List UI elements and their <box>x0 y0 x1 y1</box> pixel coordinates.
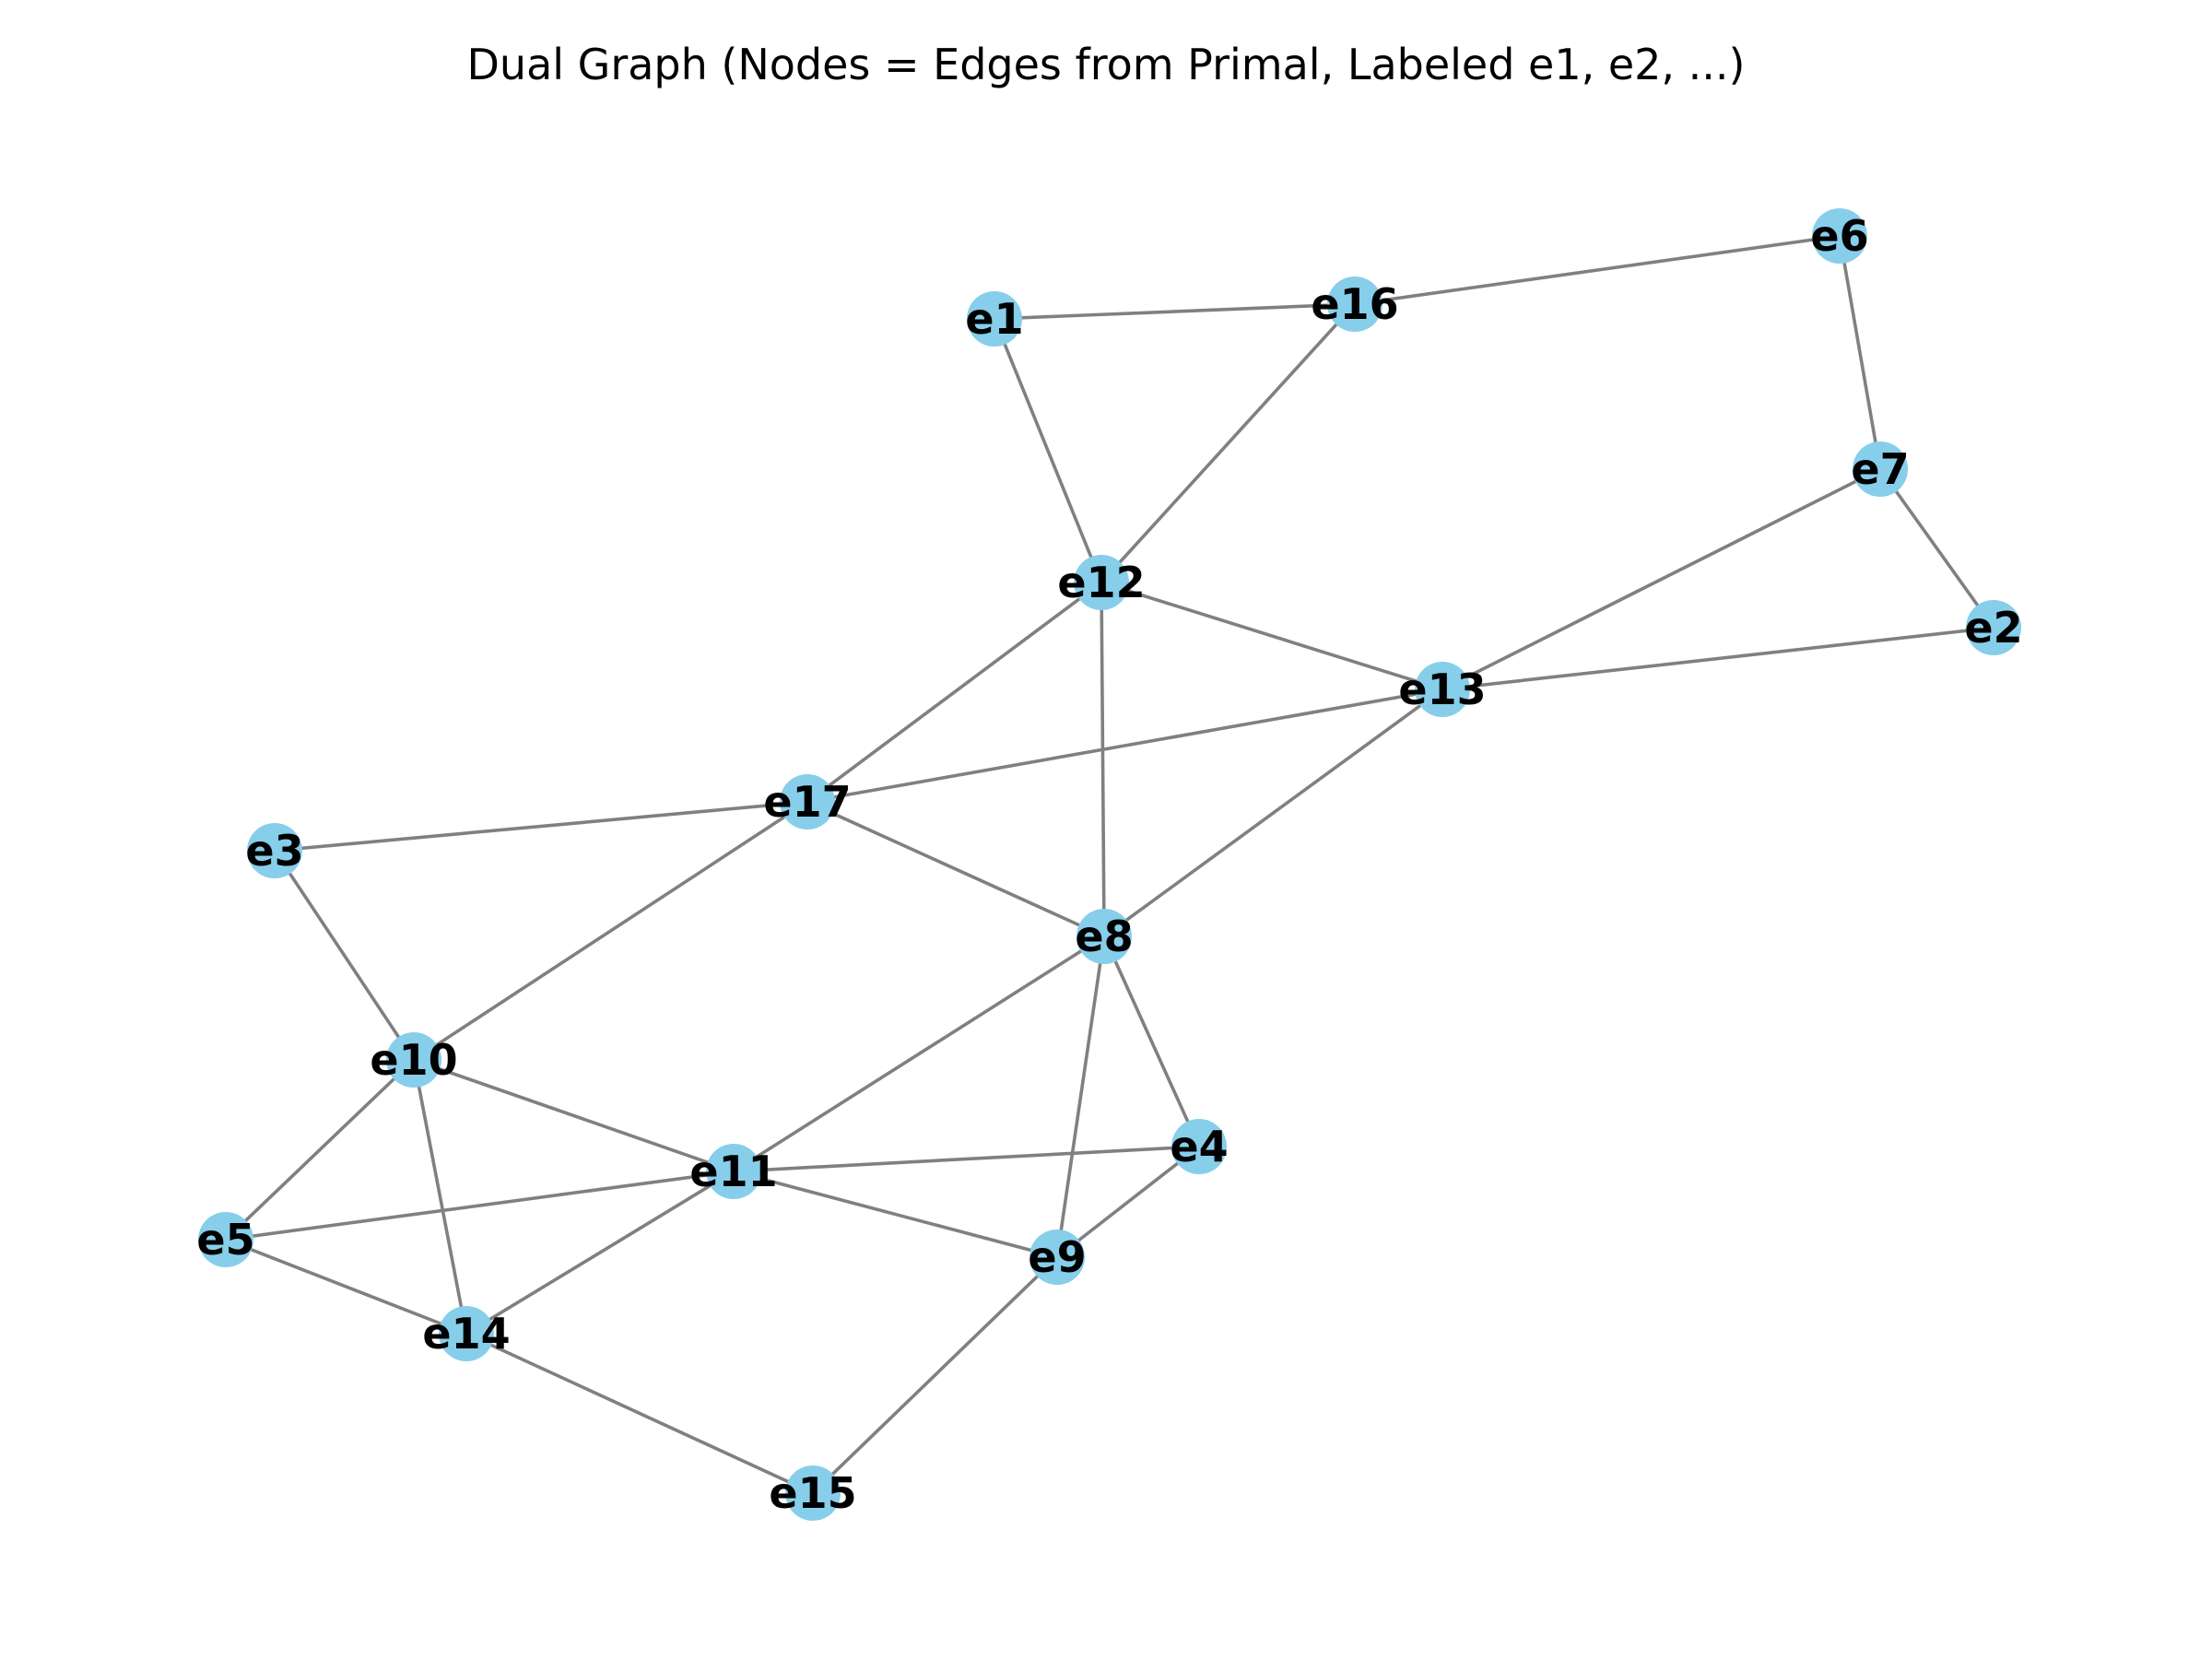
edge-e12-e8 <box>1100 582 1106 937</box>
edge-e8-e9 <box>1055 935 1106 1258</box>
node-e1: e1 <box>965 291 1024 347</box>
node-label-e8: e8 <box>1075 912 1133 961</box>
edges-layer <box>224 234 1995 1495</box>
node-circle-e8 <box>1077 909 1132 964</box>
node-label-e14: e14 <box>422 1309 510 1359</box>
node-e9: e9 <box>1028 1230 1087 1285</box>
edge-e16-e6 <box>1354 234 1841 306</box>
node-circle-e4 <box>1171 1119 1227 1174</box>
node-e12: e12 <box>1057 555 1146 610</box>
edge-e10-e5 <box>224 1058 416 1241</box>
node-circle-e11 <box>706 1144 761 1199</box>
edge-e8-e11 <box>733 935 1105 1173</box>
node-circle-e16 <box>1327 276 1382 332</box>
edge-e4-e9 <box>1055 1145 1201 1259</box>
node-label-e5: e5 <box>196 1215 254 1265</box>
edge-e10-e14 <box>412 1059 468 1335</box>
node-label-e9: e9 <box>1028 1232 1086 1282</box>
edge-e14-e15 <box>465 1332 814 1495</box>
edge-e17-e8 <box>806 800 1105 938</box>
node-e13: e13 <box>1398 662 1487 717</box>
node-label-e13: e13 <box>1398 665 1486 714</box>
node-e11: e11 <box>689 1144 778 1199</box>
node-label-e12: e12 <box>1057 558 1145 607</box>
node-e16: e16 <box>1311 276 1399 332</box>
edge-e16-e12 <box>1100 302 1357 584</box>
node-label-e7: e7 <box>1851 444 1909 494</box>
node-label-e1: e1 <box>965 294 1023 344</box>
edge-e11-e14 <box>465 1170 735 1335</box>
node-e5: e5 <box>196 1212 255 1267</box>
node-e8: e8 <box>1075 909 1134 964</box>
edge-e6-e7 <box>1838 235 1882 470</box>
edge-e5-e14 <box>225 1238 467 1335</box>
node-label-e2: e2 <box>1964 603 2022 653</box>
node-label-e17: e17 <box>763 777 851 827</box>
edge-e1-e12 <box>993 318 1103 583</box>
node-circle-e14 <box>439 1306 494 1361</box>
edge-e7-e2 <box>1878 467 1995 629</box>
edge-e1-e16 <box>994 302 1356 321</box>
edge-e11-e9 <box>733 1170 1058 1259</box>
edge-e17-e3 <box>274 800 808 853</box>
edge-e11-e4 <box>733 1145 1200 1173</box>
edge-e11-e5 <box>225 1170 735 1241</box>
edge-e12-e13 <box>1100 581 1443 691</box>
edge-e8-e4 <box>1102 935 1201 1147</box>
figure-title: Dual Graph (Nodes = Edges from Primal, L… <box>467 40 1746 89</box>
node-label-e11: e11 <box>689 1147 777 1196</box>
edge-e3-e10 <box>273 850 416 1061</box>
node-circle-e5 <box>198 1212 253 1267</box>
edge-e13-e2 <box>1441 626 1994 691</box>
node-circle-e17 <box>780 774 835 830</box>
node-circle-e10 <box>386 1032 441 1088</box>
node-e6: e6 <box>1810 208 1869 264</box>
node-label-e15: e15 <box>769 1468 856 1518</box>
node-e15: e15 <box>769 1465 857 1521</box>
edge-e12-e17 <box>806 581 1103 804</box>
node-e4: e4 <box>1170 1119 1229 1174</box>
node-label-e4: e4 <box>1170 1122 1228 1171</box>
node-e2: e2 <box>1964 600 2023 655</box>
edge-e7-e13 <box>1441 467 1881 691</box>
node-circle-e3 <box>247 823 302 878</box>
nodes-layer: e1 e2 e3 e4 e5 e6 e7 e8 e9 e10 e11 e12 e13 e14 e15 e16 e… <box>196 208 2023 1521</box>
node-e14: e14 <box>422 1306 511 1361</box>
node-e7: e7 <box>1851 441 1910 497</box>
node-circle-e15 <box>785 1465 841 1521</box>
node-circle-e2 <box>1966 600 2021 655</box>
node-label-e6: e6 <box>1810 211 1868 261</box>
node-circle-e6 <box>1812 208 1867 264</box>
edge-e10-e11 <box>413 1058 735 1173</box>
node-circle-e9 <box>1030 1230 1085 1285</box>
node-label-e10: e10 <box>370 1035 457 1085</box>
node-label-e16: e16 <box>1311 279 1398 329</box>
node-e3: e3 <box>245 823 304 878</box>
edge-e13-e17 <box>806 688 1443 804</box>
node-circle-e7 <box>1853 441 1908 497</box>
node-circle-e13 <box>1415 662 1470 717</box>
node-label-e3: e3 <box>245 826 303 876</box>
node-e17: e17 <box>763 774 852 830</box>
node-circle-e12 <box>1074 555 1129 610</box>
node-circle-e1 <box>967 291 1022 347</box>
node-e10: e10 <box>370 1032 458 1088</box>
edge-e17-e10 <box>413 800 808 1062</box>
edge-e9-e15 <box>811 1255 1059 1495</box>
edge-e13-e8 <box>1102 688 1444 938</box>
